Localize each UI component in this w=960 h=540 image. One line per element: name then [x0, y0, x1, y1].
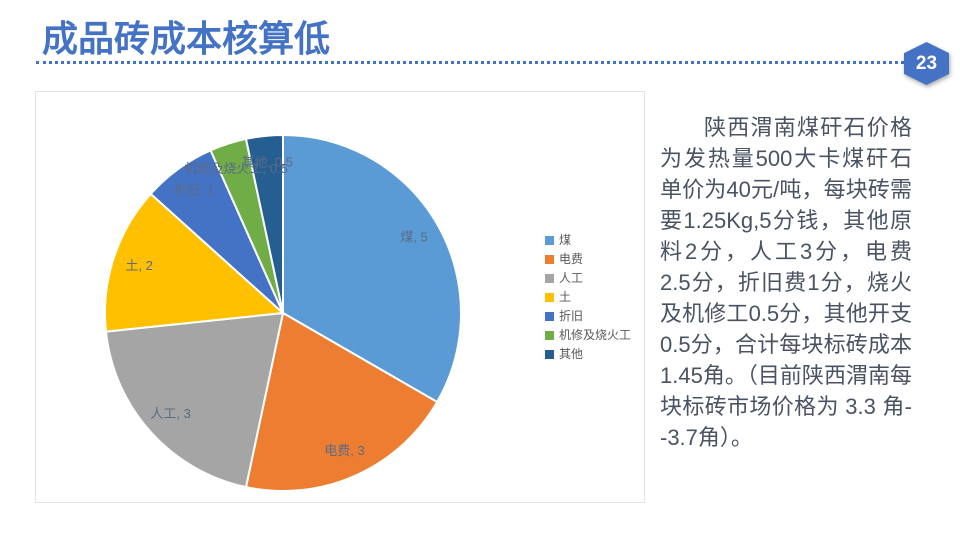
- pie-slice[interactable]: [282, 134, 462, 403]
- pie-data-label: 煤, 5: [400, 229, 427, 244]
- pie-data-label: 机修及烧火工, 0.5: [185, 161, 288, 176]
- pie-data-label: 人工, 3: [150, 406, 190, 421]
- legend-label: 机修及烧火工: [559, 328, 632, 342]
- legend-swatch-icon: [545, 235, 554, 245]
- pie-slice[interactable]: [244, 312, 439, 492]
- pie-data-label: 其他, 0.5: [242, 155, 293, 170]
- legend-swatch-icon: [545, 292, 554, 302]
- page-number-hexagon: 23: [904, 42, 949, 85]
- hexagon-shape: 23: [904, 42, 949, 85]
- legend-item[interactable]: 电费: [545, 253, 631, 265]
- legend-item[interactable]: 土: [545, 291, 631, 303]
- legend-label: 人工: [559, 271, 584, 285]
- legend-item[interactable]: 人工: [545, 272, 631, 284]
- pie-data-label: 土, 2: [125, 258, 152, 273]
- legend-label: 其他: [559, 347, 584, 361]
- legend-item[interactable]: 机修及烧火工: [545, 329, 631, 341]
- legend-label: 电费: [559, 252, 584, 266]
- legend-swatch-icon: [545, 273, 554, 283]
- legend-label: 土: [559, 290, 572, 304]
- legend-label: 折旧: [559, 309, 584, 323]
- legend-item[interactable]: 其他: [545, 348, 631, 360]
- legend-swatch-icon: [545, 311, 554, 321]
- chart-panel[interactable]: 煤, 5 电费, 3 人工, 3 土, 2 折旧, 1 机修及烧火工, 0.5 其他, 0.…: [35, 91, 645, 503]
- legend-item[interactable]: 煤: [545, 234, 631, 246]
- page-title[interactable]: 成品砖成本核算低: [42, 18, 331, 59]
- pie-chart-svg: 煤, 5 电费, 3 人工, 3 土, 2 折旧, 1 机修及烧火工, 0.5其他, 0.…: [104, 134, 462, 492]
- pie-data-label: 电费, 3: [324, 443, 364, 458]
- legend-label: 煤: [559, 233, 572, 247]
- legend-swatch-icon: [545, 349, 554, 359]
- title-underline: [36, 61, 904, 64]
- pie-slice[interactable]: [104, 312, 284, 489]
- legend-item[interactable]: 折旧: [545, 310, 631, 322]
- chart-legend: 煤电费人工土折旧机修及烧火工 其他: [545, 234, 631, 360]
- legend-swatch-icon: [545, 254, 554, 264]
- page-number: 23: [915, 52, 938, 74]
- legend-swatch-icon: [545, 330, 554, 340]
- pie-slice[interactable]: [244, 134, 284, 314]
- body-text-block[interactable]: 陕西渭南煤矸石价格为发热量500大卡煤矸石单价为40元/吨，每块砖需要1.25K…: [660, 115, 912, 450]
- pie-slice[interactable]: [104, 192, 284, 333]
- pie-data-label: 折旧, 1: [174, 183, 214, 198]
